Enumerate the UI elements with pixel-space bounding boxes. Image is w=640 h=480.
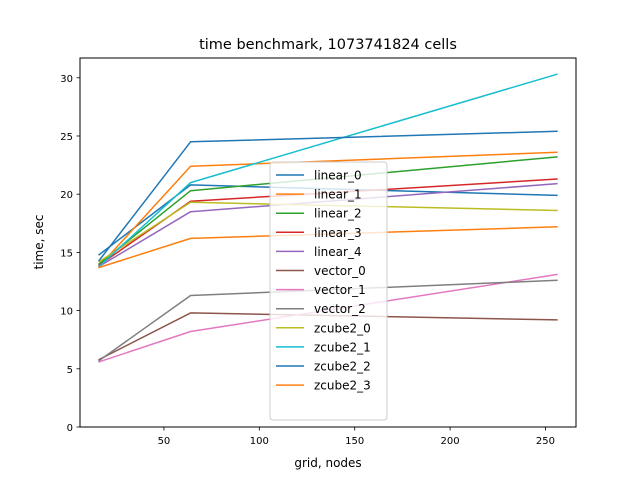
legend-label: linear_0 [314, 169, 362, 183]
series-line-zcube2-2 [98, 130, 558, 262]
legend-label: vector_1 [314, 283, 366, 297]
x-tick-label: 50 [158, 436, 171, 447]
series-line-vector-1 [98, 273, 558, 363]
legend-label: linear_4 [314, 245, 362, 259]
y-tick-label: 20 [60, 190, 73, 201]
y-tick-label: 30 [60, 74, 73, 85]
series-line-zcube2-0 [98, 201, 558, 263]
y-tick-label: 25 [60, 132, 73, 143]
series-line-vector-0 [98, 312, 558, 361]
legend: linear_0 linear_1 linear_2 linear_3 linear_4… [269, 161, 388, 421]
series-line-linear-1 [98, 151, 558, 268]
series-line-linear-3 [98, 178, 558, 267]
x-tick-label: 150 [345, 436, 364, 447]
series-line-zcube2-1 [98, 73, 558, 268]
plot-frame [79, 57, 577, 428]
series-line-linear-2 [98, 156, 558, 266]
legend-box [269, 161, 388, 421]
series-line-vector-2 [98, 279, 558, 362]
y-axis-ticks: 0 5 10 15 20 25 30 [60, 74, 80, 434]
y-axis-label: time, sec [32, 215, 46, 270]
legend-label: zcube2_3 [314, 379, 371, 393]
series-line-zcube2-3 [98, 226, 558, 269]
x-axis-ticks: 50 100 150 200 250 [158, 427, 555, 447]
legend-label: linear_2 [314, 207, 362, 221]
x-tick-label: 250 [536, 436, 555, 447]
legend-label: zcube2_2 [314, 360, 371, 374]
series-line-linear-4 [98, 182, 558, 268]
y-tick-label: 10 [60, 307, 73, 318]
y-tick-label: 0 [67, 423, 73, 434]
legend-label: zcube2_1 [314, 340, 371, 354]
x-tick-label: 100 [250, 436, 269, 447]
legend-label: vector_2 [314, 302, 366, 316]
legend-label: linear_1 [314, 188, 362, 202]
x-axis-label: grid, nodes [294, 456, 361, 470]
legend-label: zcube2_0 [314, 321, 371, 335]
series-line-linear-0 [98, 184, 558, 256]
y-tick-label: 15 [60, 248, 73, 259]
x-tick-label: 200 [441, 436, 460, 447]
legend-label: linear_3 [314, 226, 362, 240]
y-tick-label: 5 [67, 365, 73, 376]
series-layer [98, 73, 558, 363]
legend-label: vector_0 [314, 264, 366, 278]
chart-title: time benchmark, 1073741824 cells [199, 37, 457, 53]
